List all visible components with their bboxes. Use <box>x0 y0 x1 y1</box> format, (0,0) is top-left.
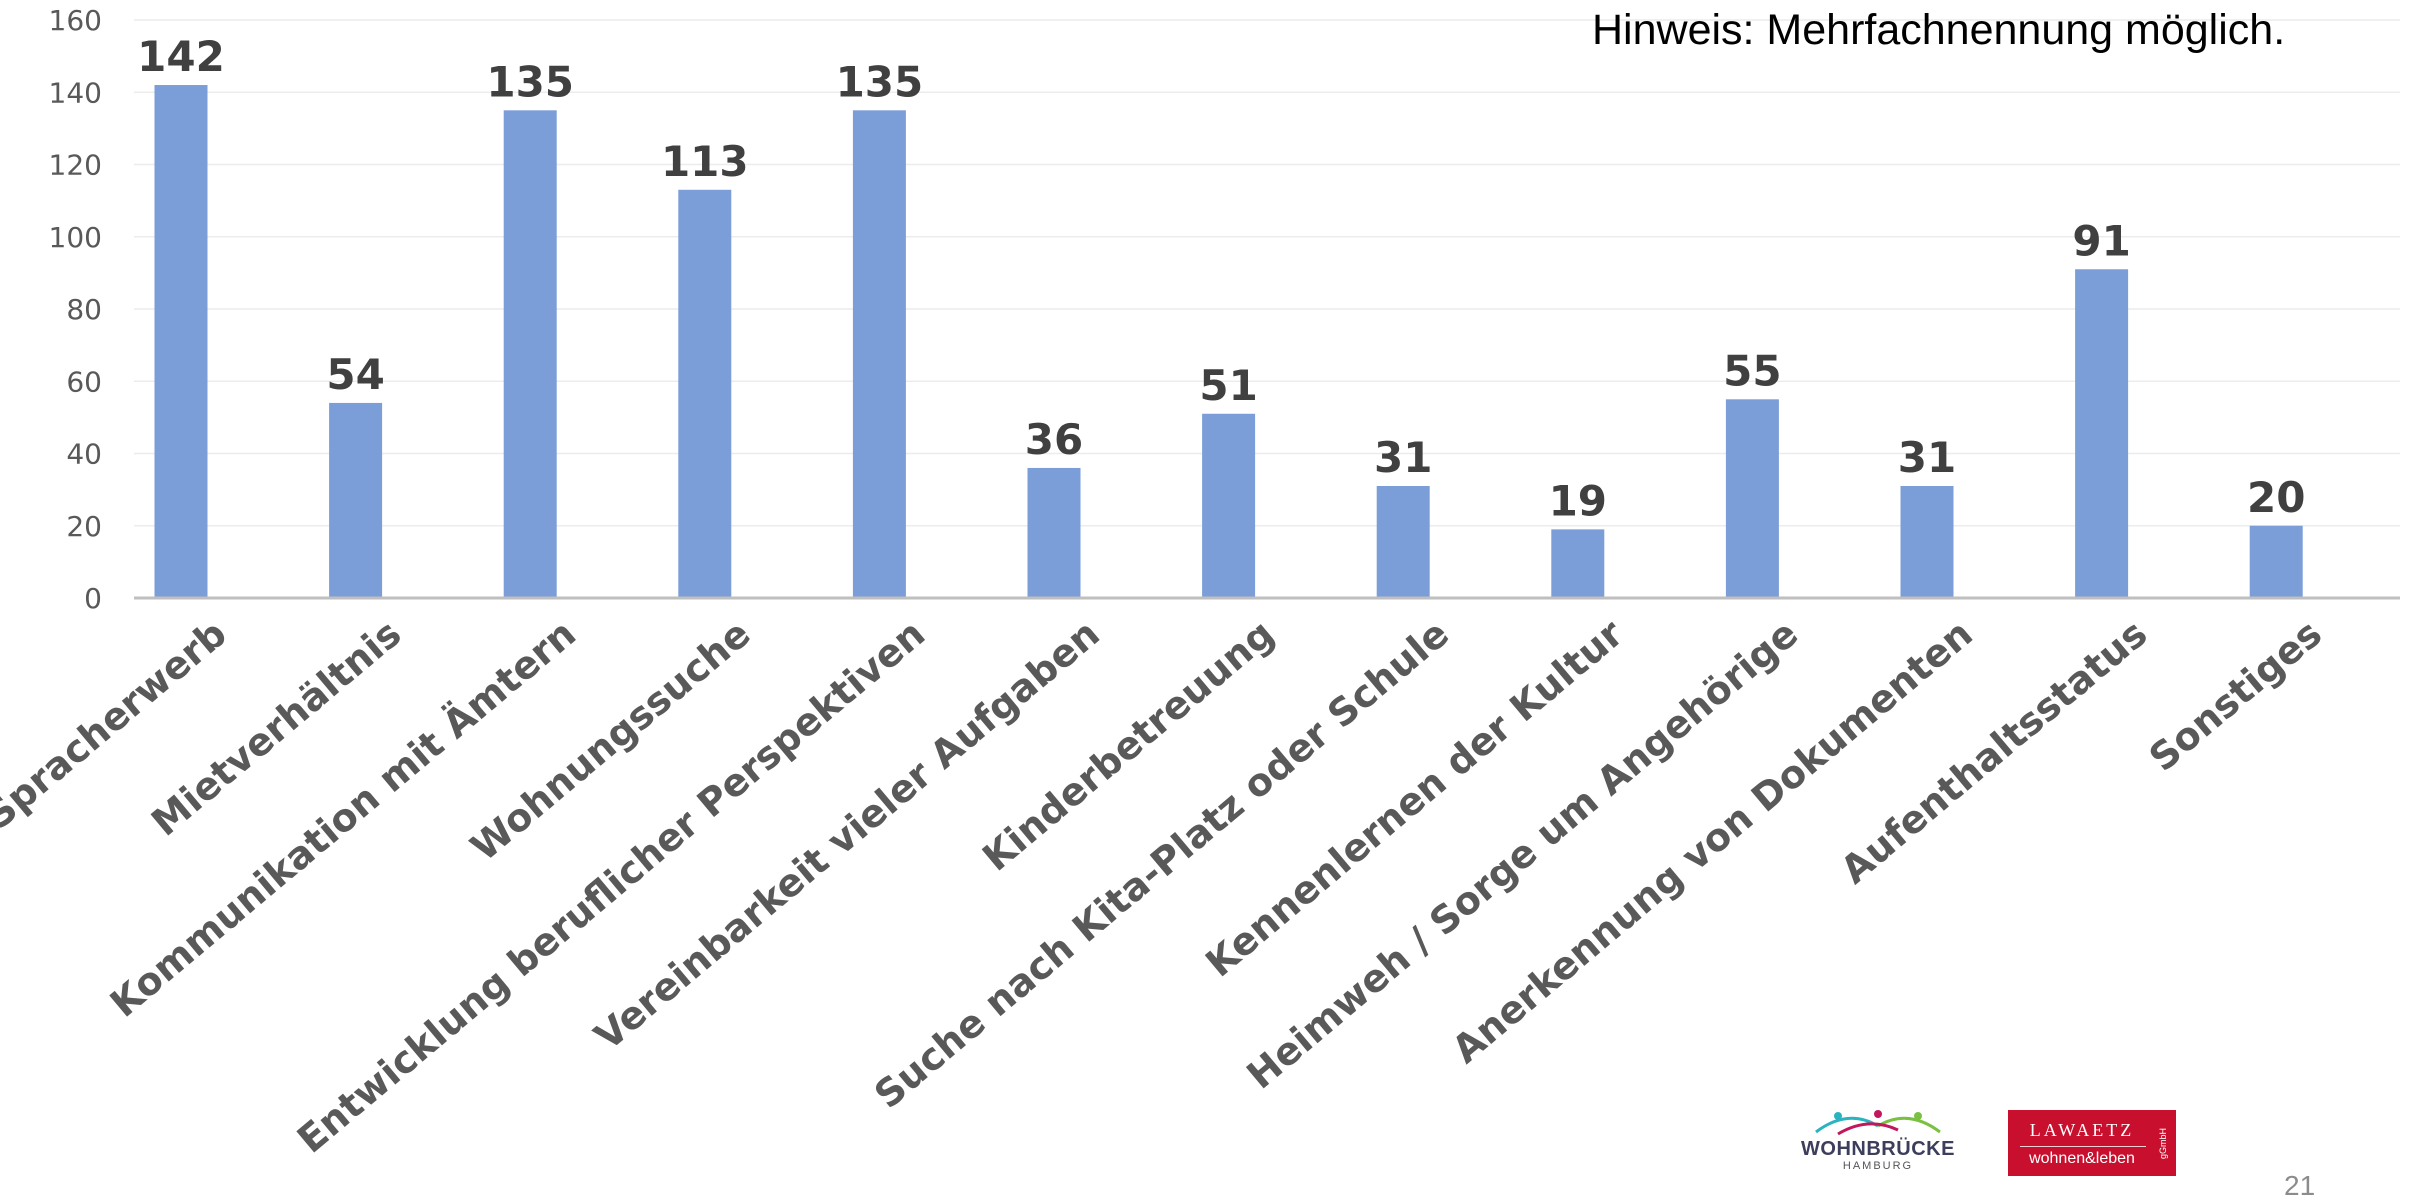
gridlines <box>134 19 2400 527</box>
data-label: 55 <box>1723 346 1781 395</box>
y-tick-label: 40 <box>66 438 102 471</box>
data-labels: 142 54 135 113 135 36 51 31 19 55 31 91 20 <box>137 32 2305 525</box>
wohnbruecke-sub: HAMBURG <box>1842 1160 1914 1172</box>
category-labels: SpracherwerbMietverhältnisKommunikation … <box>0 611 2330 1162</box>
y-tick-label: 0 <box>84 582 102 615</box>
y-tick-label: 60 <box>66 365 102 398</box>
lawaetz-divider <box>2020 1146 2146 1147</box>
bar <box>678 189 732 598</box>
note-text: Hinweis: Mehrfachnennung möglich. <box>1592 6 2286 54</box>
y-tick-label: 140 <box>49 76 102 109</box>
bars <box>154 85 2303 598</box>
bar <box>2075 269 2129 598</box>
lawaetz-title: LAWAETZ <box>2029 1120 2135 1140</box>
data-label: 51 <box>1199 361 1257 410</box>
data-label: 31 <box>1374 433 1432 482</box>
page-number: 21 <box>2284 1170 2316 1201</box>
y-tick-label: 20 <box>66 510 102 543</box>
category-label: Wohnungssuche <box>462 611 758 870</box>
y-tick-label: 120 <box>49 149 102 182</box>
wohnbruecke-logo: WOHNBRÜCKE HAMBURG <box>1795 1108 1961 1172</box>
data-label: 142 <box>137 32 225 81</box>
lawaetz-subtitle: wohnen&leben <box>2029 1150 2135 1167</box>
figures-icon <box>1815 1110 1941 1136</box>
bar <box>2249 525 2303 598</box>
data-label: 31 <box>1898 433 1956 482</box>
bar <box>1725 399 1779 598</box>
bar <box>1551 529 1605 598</box>
category-label: Aufenthaltsstatus <box>1832 611 2155 892</box>
y-tick-label: 160 <box>49 4 102 37</box>
data-label: 54 <box>326 350 384 399</box>
data-label: 135 <box>836 57 924 106</box>
bar <box>154 85 208 598</box>
data-label: 19 <box>1549 476 1607 525</box>
lawaetz-legal-form: gGmbH <box>2158 1127 2168 1159</box>
category-label: Sonstiges <box>2141 611 2330 780</box>
bar <box>1376 486 1430 598</box>
bar <box>503 110 557 598</box>
wohnbruecke-name: WOHNBRÜCKE <box>1801 1138 1955 1160</box>
bar <box>1027 467 1081 598</box>
data-label: 91 <box>2072 216 2130 265</box>
bar <box>1202 413 1256 598</box>
data-label: 36 <box>1025 415 1083 464</box>
category-label: Entwicklung beruflicher Perspektiven <box>289 611 933 1161</box>
y-tick-label: 100 <box>49 221 102 254</box>
category-label: Kinderbetreuung <box>974 611 1282 879</box>
data-label: 20 <box>2247 473 2305 522</box>
bar <box>329 402 383 598</box>
y-axis-ticks: 0 20 40 60 80 100 120 140 160 <box>49 4 102 615</box>
bar <box>1900 486 1954 598</box>
data-label: 113 <box>661 137 749 186</box>
bar <box>852 110 906 598</box>
data-label: 135 <box>486 57 574 106</box>
y-tick-label: 80 <box>66 293 102 326</box>
lawaetz-logo: LAWAETZ wohnen&leben gGmbH <box>2008 1110 2176 1176</box>
